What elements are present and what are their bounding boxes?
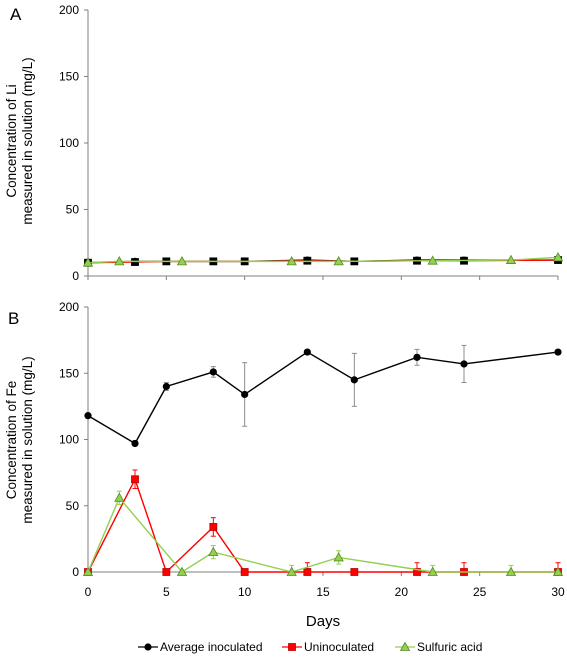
- panel-b-uninoculated-point: [131, 475, 139, 484]
- panel-a: A Concentration of Li measured in soluti…: [4, 3, 564, 283]
- panel-b-xtick-label: 30: [551, 585, 565, 599]
- panel-b-ytick-label: 100: [59, 433, 79, 447]
- panel-a-sulfuric-acid-point: [333, 256, 344, 266]
- panel-a-ytick-label: 50: [66, 203, 80, 217]
- panel-b-uninoculated-point: [350, 568, 359, 576]
- panel-b-ylabel-line1: Concentration of Fe: [4, 381, 19, 500]
- panel-b-xtick-label: 10: [238, 585, 252, 599]
- panel-b-uninoculated-series: [84, 469, 562, 576]
- panel-b-xlabel: Days: [306, 613, 340, 630]
- panel-b-uninoculated-point: [303, 568, 312, 576]
- panel-b-sulfuric-acid-point: [114, 492, 125, 502]
- panel-b-uninoculated-line: [87, 477, 558, 574]
- panel-b-ylabel-line2: measured in solution (mg/L): [20, 356, 35, 523]
- panel-b-sulfuric-acid-point: [208, 546, 219, 557]
- panel-b-sulfuric-acid-point: [333, 552, 344, 562]
- panel-a-plot: 0 50 100 150 200: [59, 3, 564, 283]
- legend-marker-sulfuric-acid: [399, 641, 411, 651]
- panel-b-sulfuric-acid-line: [87, 496, 558, 573]
- panel-a-sulfuric-acid-point: [82, 257, 94, 267]
- panel-a-sulfuric-acid-line: [87, 256, 559, 264]
- panel-b-sulfuric-acid-point: [427, 566, 438, 576]
- panel-b-xtick-label: 0: [85, 585, 92, 599]
- panel-a-sulfuric-acid-point: [552, 252, 564, 262]
- panel-b-average-inoculated-point: [350, 376, 358, 384]
- panel-b-average-inoculated-point: [413, 353, 421, 361]
- panel-a-sulfuric-acid-series: [82, 252, 564, 267]
- panel-b-average-inoculated-point: [241, 390, 249, 399]
- panel-a-sulfuric-acid-point: [427, 255, 438, 265]
- panel-b-average-inoculated-point: [460, 360, 468, 368]
- legend-label-average-inoculated: Average inoculated: [160, 640, 263, 654]
- panel-b-sulfuric-acid-point: [286, 566, 297, 576]
- panel-a-sulfuric-acid-point: [114, 256, 125, 266]
- panel-a-ytick-label: 100: [59, 136, 79, 150]
- panel-b-sulfuric-acid-point: [552, 566, 564, 576]
- legend: Average inoculated Uninoculated Sulfuric…: [138, 640, 482, 654]
- panel-b-average-inoculated-point: [131, 439, 139, 448]
- panel-b-ytick-label: 0: [72, 565, 79, 579]
- panel-b-uninoculated-point: [240, 568, 249, 576]
- panel-b-average-inoculated-point: [84, 412, 92, 420]
- panel-a-ytick-label: 200: [59, 3, 79, 17]
- panel-b-average-inoculated-point: [162, 382, 170, 391]
- panel-b-uninoculated-point: [413, 568, 421, 576]
- legend-marker-uninoculated: [288, 643, 296, 651]
- panel-a-ytick-label: 0: [72, 269, 79, 283]
- panel-b-ytick-label: 200: [59, 300, 79, 314]
- panel-a-letter: A: [10, 5, 22, 24]
- panel-b-plot: 0 50 100 150 200 0 5 10 15 20 25 30: [59, 300, 565, 599]
- panel-b-average-inoculated-point: [303, 348, 311, 356]
- legend-marker-average-inoculated: [144, 643, 152, 651]
- panel-b-xtick-label: 15: [316, 585, 330, 599]
- legend-entry-average-inoculated: Average inoculated: [138, 640, 263, 654]
- panel-a-sulfuric-acid-point: [505, 254, 517, 264]
- panel-b-uninoculated-point: [162, 568, 171, 576]
- panel-a-ylabel-line1: Concentration of Li: [4, 84, 19, 197]
- panel-b-ytick-label: 150: [59, 366, 79, 380]
- panel-b-sulfuric-acid-point: [505, 566, 517, 576]
- panel-b-sulfuric-acid-series: [82, 490, 564, 576]
- panel-a-ylabel-line2: measured in solution (mg/L): [20, 57, 35, 224]
- panel-b-xtick-label: 20: [395, 585, 409, 599]
- panel-a-ytick-label: 150: [59, 70, 79, 84]
- legend-entry-uninoculated: Uninoculated: [282, 640, 374, 654]
- panel-b-xtick-label: 25: [473, 585, 487, 599]
- panel-b-letter: B: [8, 309, 19, 328]
- panel-b-average-inoculated-point: [209, 368, 217, 376]
- legend-entry-sulfuric-acid: Sulfuric acid: [395, 640, 482, 654]
- panel-a-sulfuric-acid-point: [176, 256, 188, 266]
- panel-b-average-inoculated-series: [84, 344, 562, 448]
- panel-b: B Concentration of Fe measured in soluti…: [4, 300, 565, 630]
- panel-b-xtick-label: 5: [163, 585, 170, 599]
- panel-b-sulfuric-acid-point: [82, 566, 94, 576]
- panel-b-ytick-label: 50: [66, 499, 80, 513]
- panel-b-average-inoculated-point: [554, 348, 562, 356]
- panel-b-sulfuric-acid-point: [176, 566, 188, 576]
- legend-label-sulfuric-acid: Sulfuric acid: [417, 640, 482, 654]
- panel-a-sulfuric-acid-point: [286, 256, 297, 266]
- legend-label-uninoculated: Uninoculated: [304, 640, 374, 654]
- panel-b-average-inoculated-line: [87, 351, 559, 445]
- panel-b-uninoculated-point: [209, 523, 218, 531]
